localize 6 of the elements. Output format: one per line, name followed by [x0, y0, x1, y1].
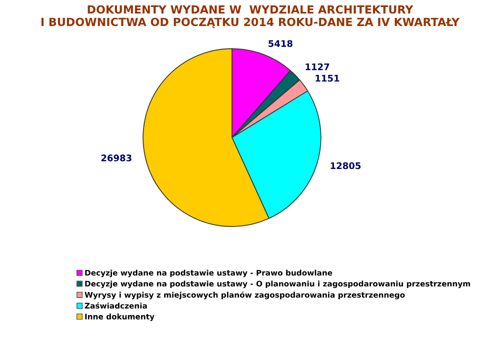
data-label: 26983: [101, 154, 132, 162]
data-label: 12805: [330, 162, 361, 170]
data-label: 5418: [268, 40, 292, 47]
chart-title: DOKUMENTY WYDANE W WYDZIALE ARCHITEKTURY I BUDOWNICTWA OD POCZĄTKU 2014 ROKU-DANE ZA IV KWARTAŁY: [41, 5, 460, 28]
data-label: 1127: [306, 63, 330, 70]
data-label: 1151: [316, 74, 340, 82]
